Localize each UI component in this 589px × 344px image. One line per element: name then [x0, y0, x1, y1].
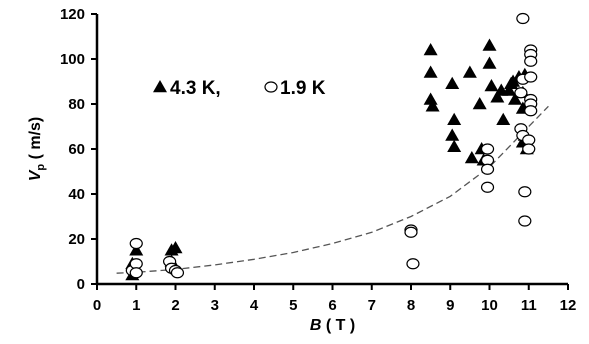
y-tick-label: 100	[60, 51, 85, 68]
circle-point-1.9K	[406, 258, 420, 270]
x-tick-label: 0	[93, 297, 101, 314]
circle-point-1.9K	[524, 71, 538, 83]
y-axis-symbol: V	[27, 169, 44, 181]
y-axis-subscript: p	[35, 164, 47, 171]
circle-point-1.9K	[129, 267, 143, 279]
triangle-point-4.3K	[168, 241, 183, 254]
circle-point-1.9K	[170, 267, 185, 279]
x-tick-label: 10	[481, 297, 498, 314]
circle-point-1.9K	[524, 105, 538, 117]
y-tick-label: 20	[68, 231, 85, 248]
circle-point-1.9K	[404, 226, 418, 238]
triangle-point-4.3K	[508, 92, 523, 105]
y-axis-title: Vp ( m/s)	[27, 117, 47, 182]
circle-point-1.9K	[518, 186, 532, 198]
triangle-point-4.3K	[447, 112, 462, 125]
x-axis-symbol: B	[310, 317, 322, 334]
circle-point-1.9K	[480, 181, 495, 193]
triangle-point-4.3K	[502, 83, 517, 96]
legend: 4.3 K, 1.9 K	[153, 78, 326, 99]
circle-point-1.9K	[480, 163, 495, 175]
triangle-point-4.3K	[484, 79, 499, 92]
y-tick-label: 120	[60, 6, 85, 23]
legend-triangle-marker	[153, 80, 167, 93]
x-tick-label: 7	[368, 297, 376, 314]
axis-titles: B ( T ) Vp ( m/s)	[27, 117, 355, 334]
y-tick-label: 40	[68, 186, 85, 203]
circle-point-1.9K	[524, 55, 538, 67]
y-tick-label: 80	[68, 96, 85, 113]
x-tick-label: 2	[171, 297, 179, 314]
x-tick-label: 6	[328, 297, 336, 314]
triangle-point-4.3K	[482, 38, 497, 51]
triangle-point-4.3K	[423, 65, 438, 78]
x-axis-unit: ( T )	[321, 317, 355, 334]
triangle-point-4.3K	[490, 90, 505, 103]
y-tick-label: 0	[77, 276, 85, 293]
circle-point-1.9K	[480, 143, 495, 155]
circle-point-1.9K	[516, 12, 530, 25]
legend-circle-marker	[264, 81, 278, 93]
triangle-point-4.3K	[472, 97, 487, 110]
x-tick-label: 4	[250, 297, 259, 314]
triangle-point-4.3K	[464, 151, 479, 164]
triangle-point-4.3K	[445, 128, 460, 141]
axes	[91, 13, 569, 290]
triangle-point-4.3K	[129, 243, 144, 256]
triangle-point-4.3K	[445, 76, 460, 89]
triangle-point-4.3K	[496, 112, 511, 125]
legend-label-4.3K: 4.3 K,	[170, 78, 221, 99]
x-tick-label: 3	[211, 297, 219, 314]
legend-label-1.9K: 1.9 K	[280, 78, 326, 99]
circle-point-1.9K	[518, 215, 532, 227]
x-axis-title: B ( T )	[310, 317, 355, 334]
triangle-point-4.3K	[423, 43, 438, 56]
circle-point-1.9K	[522, 143, 536, 155]
x-tick-label: 1	[132, 297, 140, 314]
triangle-point-4.3K	[482, 56, 497, 69]
x-tick-label: 12	[560, 297, 577, 314]
x-tick-label: 5	[289, 297, 297, 314]
x-tick-label: 8	[407, 297, 415, 314]
x-tick-label: 9	[446, 297, 454, 314]
triangle-point-4.3K	[423, 92, 438, 105]
y-tick-label: 60	[68, 141, 85, 158]
x-tick-label: 11	[521, 297, 537, 314]
circle-point-1.9K	[514, 87, 528, 99]
triangle-point-4.3K	[447, 139, 462, 152]
triangle-point-4.3K	[425, 99, 440, 112]
circle-point-1.9K	[129, 237, 143, 250]
data-points-layer	[125, 12, 538, 281]
y-axis-unit: ( m/s)	[27, 117, 44, 164]
triangle-point-4.3K	[462, 65, 477, 78]
